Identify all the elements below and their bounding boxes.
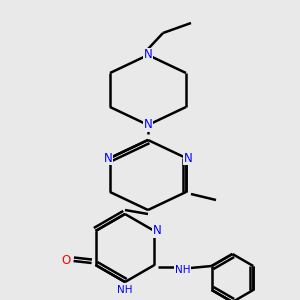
Text: N: N xyxy=(103,152,112,164)
Text: N: N xyxy=(184,152,192,164)
Text: N: N xyxy=(153,224,162,238)
Text: O: O xyxy=(61,254,70,268)
Text: NH: NH xyxy=(175,265,190,275)
Text: NH: NH xyxy=(117,285,133,295)
Text: N: N xyxy=(144,49,152,62)
Text: N: N xyxy=(144,118,152,131)
